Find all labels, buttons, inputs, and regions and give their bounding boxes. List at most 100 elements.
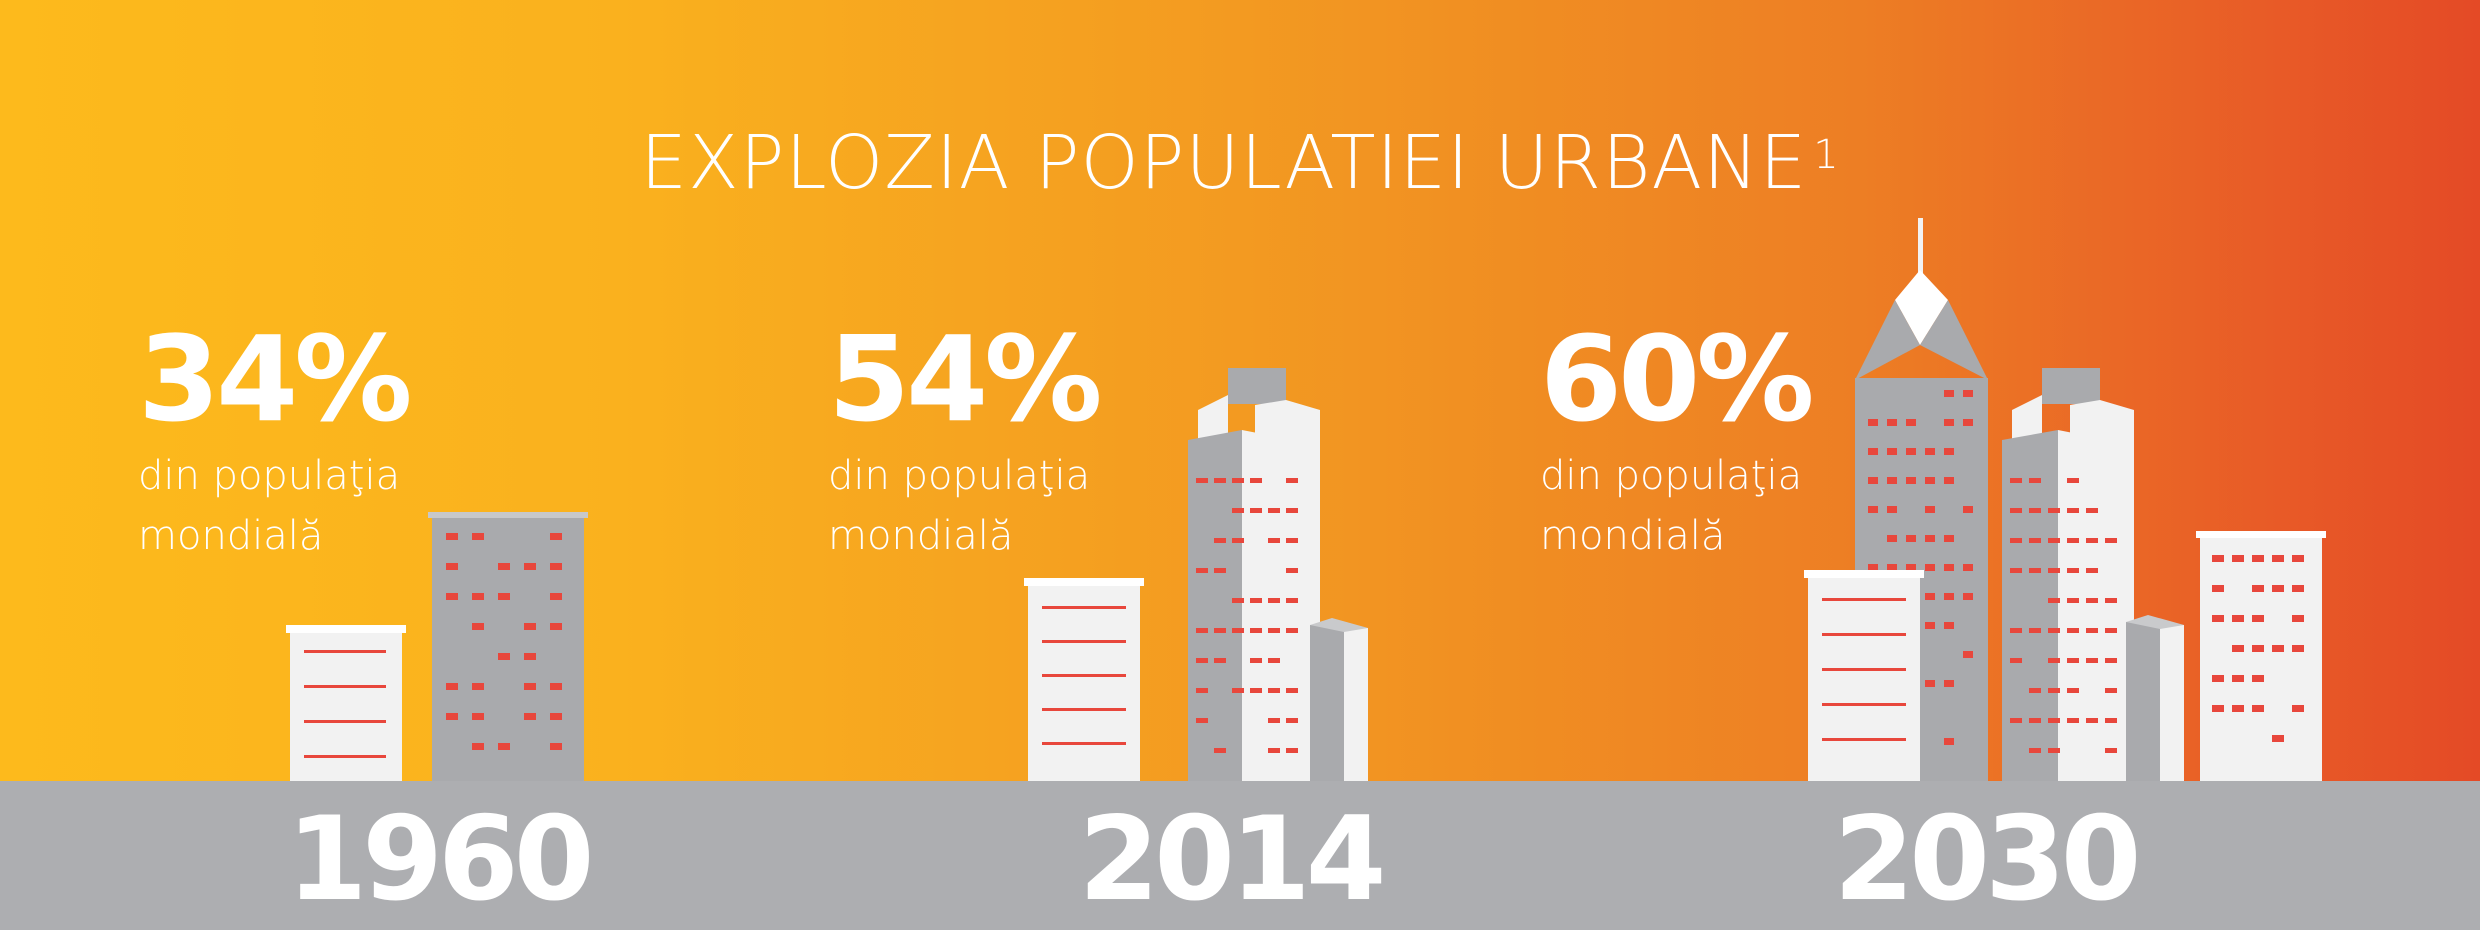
window xyxy=(1196,718,1208,723)
window xyxy=(2048,748,2060,753)
window xyxy=(1214,748,1226,753)
window xyxy=(2067,478,2079,483)
window xyxy=(1232,478,1244,483)
window xyxy=(2086,658,2098,663)
window xyxy=(1286,508,1298,513)
window xyxy=(1196,568,1208,573)
window xyxy=(2252,705,2264,712)
window xyxy=(1868,419,1878,426)
window xyxy=(2067,568,2079,573)
window xyxy=(1268,538,1280,543)
window xyxy=(1925,680,1935,687)
window xyxy=(2252,615,2264,622)
window xyxy=(1925,506,1935,513)
window xyxy=(1887,448,1897,455)
window xyxy=(1250,478,1262,483)
window xyxy=(1268,688,1280,693)
window xyxy=(2086,628,2098,633)
window xyxy=(472,533,484,540)
stat-percent: 34% xyxy=(138,310,412,448)
window xyxy=(2212,615,2224,622)
stat-1960: 34% din populaţia mondială xyxy=(138,310,412,566)
window xyxy=(1944,680,1954,687)
window xyxy=(2105,718,2117,723)
window xyxy=(2292,615,2304,622)
window xyxy=(1268,658,1280,663)
window xyxy=(1250,658,1262,663)
window xyxy=(498,563,510,570)
window xyxy=(2292,705,2304,712)
mid-tower xyxy=(2002,368,2134,781)
window xyxy=(2048,658,2060,663)
window xyxy=(1286,598,1298,603)
window xyxy=(2105,628,2117,633)
window xyxy=(550,623,562,630)
window xyxy=(2048,568,2060,573)
window xyxy=(1944,564,1954,571)
window xyxy=(1232,688,1244,693)
window xyxy=(1963,593,1973,600)
window xyxy=(524,683,536,690)
window xyxy=(2232,675,2244,682)
window xyxy=(1286,568,1298,573)
window xyxy=(2010,658,2022,663)
window xyxy=(2067,688,2079,693)
window xyxy=(1925,477,1935,484)
window xyxy=(1944,419,1954,426)
window xyxy=(1214,658,1226,663)
white-building xyxy=(1024,578,1144,781)
window xyxy=(2086,718,2098,723)
window xyxy=(1944,622,1954,629)
window xyxy=(2010,568,2022,573)
window xyxy=(1963,390,1973,397)
window xyxy=(2029,478,2041,483)
stat-percent: 54% xyxy=(828,310,1102,448)
window xyxy=(2212,705,2224,712)
tall-tower xyxy=(1188,368,1320,781)
window xyxy=(1906,448,1916,455)
year-label-1960: 1960 xyxy=(286,792,595,927)
window xyxy=(2048,508,2060,513)
window xyxy=(2212,585,2224,592)
right-building xyxy=(2196,531,2326,781)
window xyxy=(1944,448,1954,455)
window xyxy=(1250,688,1262,693)
window xyxy=(2029,748,2041,753)
window xyxy=(2272,735,2284,742)
window xyxy=(524,623,536,630)
window xyxy=(2010,628,2022,633)
window xyxy=(1286,718,1298,723)
window xyxy=(2292,645,2304,652)
window xyxy=(524,713,536,720)
window xyxy=(1906,419,1916,426)
window xyxy=(498,593,510,600)
window xyxy=(2029,568,2041,573)
title-footnote-marker: 1 xyxy=(1813,132,1840,178)
window xyxy=(2048,628,2060,633)
window xyxy=(2010,718,2022,723)
window xyxy=(1868,477,1878,484)
window xyxy=(524,653,536,660)
window xyxy=(2048,538,2060,543)
stat-2014: 54% din populaţia mondială xyxy=(828,310,1102,566)
skyline-1960 xyxy=(286,512,588,781)
window xyxy=(2252,675,2264,682)
window xyxy=(1944,593,1954,600)
window xyxy=(2105,538,2117,543)
window xyxy=(446,713,458,720)
window xyxy=(1214,568,1226,573)
title-text: EXPLOZIA POPULATIEI URBANE xyxy=(640,120,1808,206)
window xyxy=(2292,585,2304,592)
window xyxy=(1232,598,1244,603)
window xyxy=(2067,508,2079,513)
window xyxy=(2067,718,2079,723)
window xyxy=(2067,658,2079,663)
window xyxy=(2232,645,2244,652)
window xyxy=(2105,748,2117,753)
small-tower xyxy=(1310,618,1368,781)
window xyxy=(2048,718,2060,723)
window xyxy=(2067,628,2079,633)
window xyxy=(1906,535,1916,542)
window xyxy=(1268,718,1280,723)
